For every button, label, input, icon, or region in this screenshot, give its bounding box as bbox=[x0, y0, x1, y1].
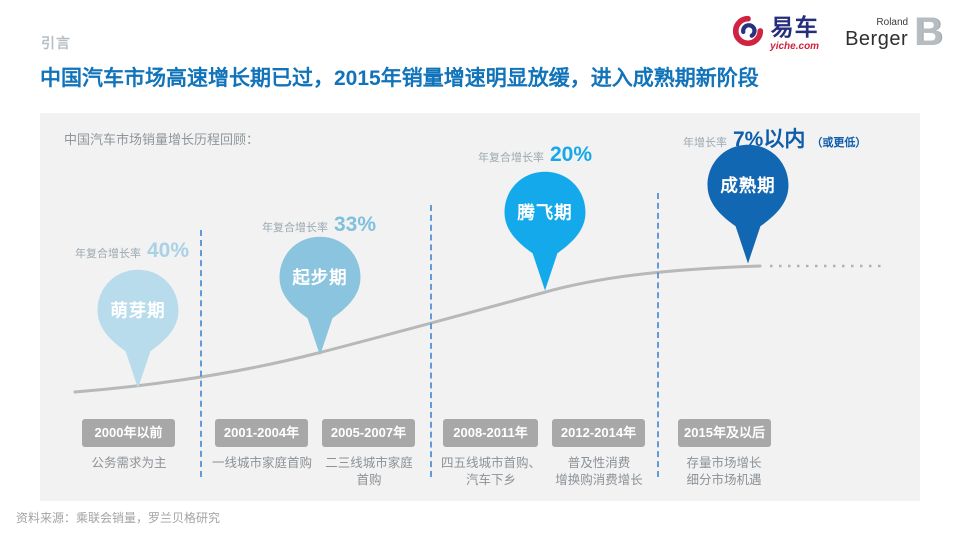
roland-berger-logo: Roland Berger B bbox=[845, 10, 943, 54]
stage-divider bbox=[200, 230, 202, 477]
section-label: 引言 bbox=[41, 35, 71, 51]
stage-pin-chengshu: 成熟期 bbox=[707, 144, 789, 264]
stage-pin-qibu: 起步期 bbox=[279, 236, 361, 356]
stage-divider bbox=[657, 193, 659, 477]
stage-pin-label: 萌芽期 bbox=[110, 301, 165, 321]
timeline-period-box: 2012-2014年 bbox=[552, 419, 645, 447]
timeline-period-box: 2001-2004年 bbox=[215, 419, 308, 447]
metric-label: 年复合增长率 bbox=[478, 152, 544, 164]
stage-growth-label-qibu: 年复合增长率 33% bbox=[262, 213, 376, 237]
stage-pin-label: 腾飞期 bbox=[517, 203, 572, 223]
stage-growth-label-mengya: 年复合增长率 40% bbox=[75, 239, 189, 263]
timeline-description: 普及性消费 增换购消费增长 bbox=[555, 456, 643, 487]
timeline-period-box: 2008-2011年 bbox=[443, 419, 538, 447]
growth-curve-solid bbox=[73, 264, 762, 394]
stage-growth-label-tengfei: 年复合增长率 20% bbox=[478, 143, 592, 167]
timeline-description: 二三线城市家庭 首购 bbox=[325, 456, 413, 487]
yiche-domain: yiche.com bbox=[770, 40, 820, 52]
chart-caption: 中国汽车市场销量增长历程回顾： bbox=[64, 132, 260, 147]
stage-pin-label: 起步期 bbox=[291, 268, 347, 288]
metric-suffix: （或更低） bbox=[811, 137, 867, 149]
metric-value: 40% bbox=[147, 239, 190, 262]
roland-berger-line1: Roland bbox=[876, 17, 909, 28]
timeline-period-box: 2005-2007年 bbox=[322, 419, 415, 447]
yiche-wordmark: 易车 bbox=[770, 13, 819, 40]
chart-panel: 中国汽车市场销量增长历程回顾： 年复合增长率 40% 年复合增长率 33% 年复… bbox=[40, 113, 920, 501]
growth-curve bbox=[73, 264, 882, 394]
roland-berger-b-icon: B bbox=[914, 10, 943, 54]
metric-label: 年增长率 bbox=[683, 137, 727, 149]
timeline-period-box: 2000年以前 bbox=[82, 419, 175, 447]
metric-label: 年复合增长率 bbox=[262, 222, 328, 234]
logo-area: 易车 yiche.com Roland Berger B bbox=[731, 10, 943, 54]
yiche-logo: 易车 yiche.com bbox=[731, 14, 819, 53]
yiche-swirl-icon bbox=[731, 14, 765, 53]
timeline-description: 四五线城市首购、 汽车下乡 bbox=[440, 456, 541, 487]
timeline-description: 公务需求为主 bbox=[91, 456, 167, 470]
metric-value: 33% bbox=[334, 213, 377, 236]
stage-pin-label: 成熟期 bbox=[720, 176, 775, 196]
metric-label: 年复合增长率 bbox=[75, 248, 141, 260]
timeline-description: 一线城市家庭首购 bbox=[211, 456, 312, 470]
source-note: 资料来源：乘联会销量，罗兰贝格研究 bbox=[16, 511, 221, 525]
page-title: 中国汽车市场高速增长期已过，2015年销量增速明显放缓，进入成熟期新阶段 bbox=[40, 67, 759, 90]
stage-pin-mengya: 萌芽期 bbox=[97, 269, 179, 389]
timeline-period-box: 2015年及以后 bbox=[678, 419, 771, 447]
stage-pin-tengfei: 腾飞期 bbox=[504, 171, 586, 291]
metric-value: 20% bbox=[550, 143, 593, 166]
stage-divider bbox=[430, 205, 432, 477]
roland-berger-line2: Berger bbox=[845, 28, 909, 50]
timeline-description: 存量市场增长 细分市场机遇 bbox=[686, 456, 762, 487]
